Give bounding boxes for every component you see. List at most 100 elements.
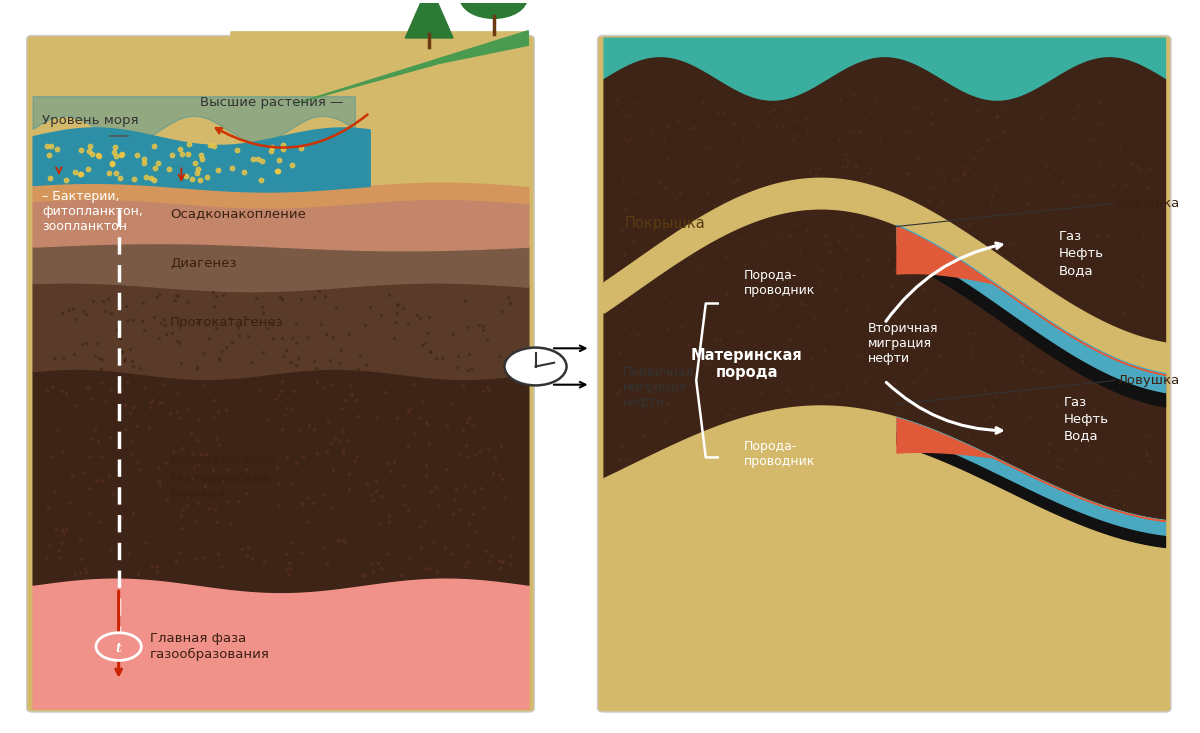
- Point: [318, 446, 337, 458]
- Point: [47, 424, 66, 436]
- Point: [70, 533, 89, 545]
- Point: [80, 450, 100, 462]
- Point: [115, 355, 134, 366]
- Point: [394, 303, 413, 314]
- Point: [157, 493, 176, 505]
- Point: [275, 350, 294, 362]
- Point: [145, 174, 164, 186]
- Point: [227, 144, 246, 156]
- Point: [262, 145, 281, 157]
- Point: [88, 336, 107, 348]
- Point: [71, 553, 90, 565]
- Point: [484, 467, 503, 479]
- Point: [113, 346, 132, 358]
- Point: [53, 386, 72, 397]
- Text: Ловушка: Ловушка: [1117, 374, 1180, 387]
- Point: [139, 422, 158, 434]
- Point: [304, 497, 323, 509]
- Point: [179, 491, 198, 503]
- Point: [79, 507, 98, 519]
- Point: [49, 544, 68, 556]
- Point: [305, 291, 324, 303]
- Point: [388, 306, 407, 318]
- Point: [209, 548, 228, 560]
- Point: [130, 362, 149, 374]
- Point: [229, 495, 248, 507]
- Point: [83, 148, 102, 160]
- Point: [335, 394, 354, 406]
- Text: Вторичная
миграция
нефти: Вторичная миграция нефти: [868, 323, 938, 365]
- Point: [212, 345, 232, 357]
- Point: [119, 314, 138, 326]
- Point: [395, 479, 414, 491]
- Point: [239, 541, 258, 553]
- Point: [482, 549, 502, 561]
- Point: [192, 153, 211, 165]
- Point: [89, 149, 108, 161]
- Point: [469, 319, 488, 331]
- Point: [74, 466, 94, 478]
- Point: [366, 475, 385, 487]
- Point: [316, 328, 335, 340]
- Point: [346, 455, 365, 467]
- Point: [292, 292, 311, 304]
- Point: [103, 488, 122, 500]
- Point: [134, 324, 154, 336]
- Point: [467, 526, 486, 538]
- Point: [334, 447, 353, 459]
- Point: [432, 352, 451, 364]
- Point: [38, 503, 58, 515]
- Point: [490, 469, 509, 481]
- Point: [234, 166, 253, 178]
- Point: [160, 407, 179, 419]
- Point: [449, 449, 468, 460]
- Point: [456, 440, 475, 452]
- Polygon shape: [406, 0, 454, 38]
- Point: [73, 338, 92, 350]
- Point: [146, 291, 166, 303]
- Point: [167, 336, 186, 347]
- Point: [388, 299, 407, 311]
- Point: [371, 562, 390, 574]
- Point: [322, 501, 341, 513]
- Point: [414, 394, 433, 405]
- Point: [221, 517, 240, 529]
- Point: [292, 496, 311, 507]
- Point: [79, 145, 98, 157]
- Point: [53, 446, 72, 457]
- Point: [470, 446, 490, 457]
- Point: [286, 336, 305, 348]
- Point: [298, 331, 317, 342]
- Point: [364, 495, 383, 507]
- Point: [282, 159, 301, 171]
- Point: [140, 402, 160, 413]
- Point: [485, 452, 504, 464]
- Point: [66, 166, 85, 177]
- Point: [275, 409, 294, 421]
- Point: [280, 557, 299, 569]
- Point: [416, 564, 436, 575]
- Point: [442, 397, 461, 409]
- Point: [217, 463, 236, 474]
- Point: [342, 390, 361, 402]
- Point: [284, 385, 304, 397]
- Point: [116, 301, 136, 312]
- Point: [144, 311, 163, 323]
- Point: [296, 516, 316, 528]
- Point: [203, 286, 222, 298]
- Point: [209, 406, 228, 418]
- Point: [502, 349, 521, 361]
- Point: [143, 560, 162, 572]
- Point: [91, 363, 110, 375]
- Text: Порода-
проводник: Порода- проводник: [744, 440, 815, 468]
- Point: [137, 537, 156, 549]
- Point: [276, 345, 295, 356]
- Point: [198, 172, 217, 183]
- Point: [426, 482, 445, 493]
- Point: [394, 498, 413, 510]
- Point: [274, 144, 293, 155]
- Point: [272, 375, 292, 387]
- Point: [40, 150, 59, 161]
- Point: [427, 352, 446, 364]
- Point: [210, 440, 229, 452]
